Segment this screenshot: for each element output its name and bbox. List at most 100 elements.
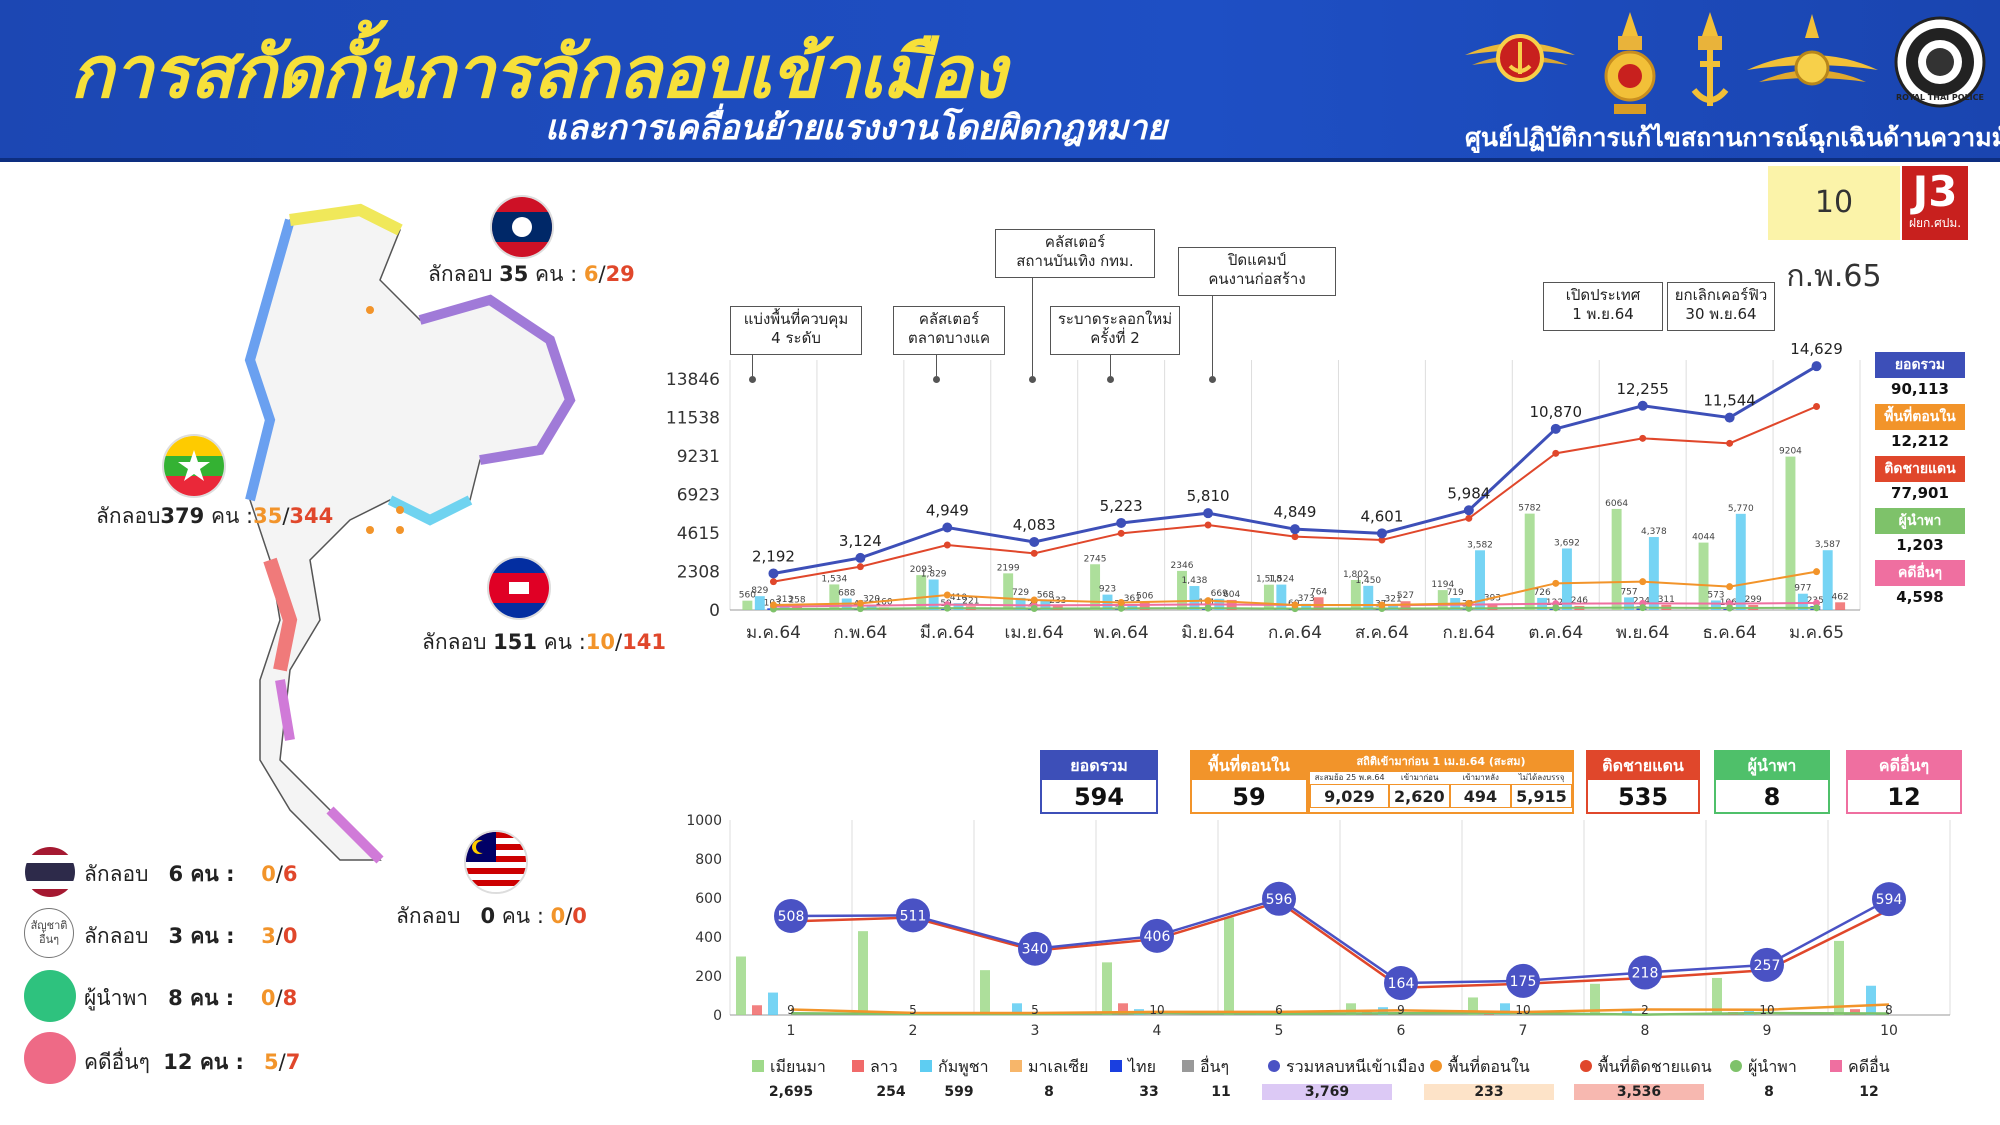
legend-swatch-icon	[920, 1060, 932, 1072]
y-tick-label: 2308	[677, 563, 720, 583]
bar-label: 311	[1658, 595, 1675, 605]
series-point	[1030, 605, 1038, 612]
cambodia-count-label: ลักลอบ 151 คน :10/141	[422, 630, 666, 654]
y-tick-label: 800	[695, 852, 722, 868]
series-point	[1465, 599, 1473, 607]
bar	[754, 596, 765, 610]
stats-col-value: 2,620	[1388, 784, 1450, 808]
series-point	[1116, 517, 1127, 528]
bar	[916, 575, 927, 610]
annotation-box: ยกเลิกเคอร์ฟิว 30 พ.ย.64	[1667, 282, 1775, 331]
x-tick-label: ธ.ค.64	[1703, 623, 1757, 643]
series-point	[856, 599, 864, 607]
total-label: 175	[1510, 974, 1537, 990]
bar	[1698, 542, 1709, 610]
legend-value: 1,203	[1896, 536, 1944, 554]
leader-label: 9	[787, 1003, 795, 1017]
total-label: 4,083	[1013, 516, 1056, 534]
bar	[1487, 603, 1498, 610]
bar	[792, 605, 803, 610]
total-point	[896, 898, 930, 933]
x-tick-label: 8	[1641, 1023, 1650, 1039]
leader-label: 5	[909, 1003, 917, 1017]
annotation-line: 1 พ.ย.64	[1572, 305, 1634, 323]
summary-border-label: ติดชายแดน	[1588, 752, 1698, 780]
annotation-line: แบ่งพื้นที่ควบคุม	[743, 310, 849, 328]
legend-label: ผู้นำพา	[1748, 1057, 1797, 1076]
org-name: ศูนย์ปฏิบัติการแก้ไขสถานการณ์ฉุกเฉินด้าน…	[1465, 123, 2000, 152]
summary-leader-value: 8	[1763, 783, 1781, 811]
series-line	[790, 900, 1890, 989]
x-tick-label: 1	[787, 1023, 796, 1039]
legend-swatch-icon	[1830, 1060, 1842, 1072]
summary-border-value: 535	[1617, 783, 1669, 811]
total-label: 2,192	[752, 547, 795, 565]
j3-badge-sub: ฝยก.ศปม.	[1908, 216, 1962, 230]
total-label: 11,544	[1703, 392, 1756, 410]
j3-badge-main: J3	[1912, 167, 1958, 216]
laos-count-label: ลักลอบ 35 คน : 6/29	[428, 262, 635, 286]
bar	[1224, 917, 1234, 1015]
series-point	[1552, 579, 1560, 587]
annotation-line: เปิดประเทศ	[1565, 286, 1641, 304]
leader-label: 10	[1149, 1003, 1164, 1017]
green-circle-icon	[24, 970, 76, 1022]
j3-badge: J3 ฝยก.ศปม.	[1902, 166, 1968, 240]
bar	[1003, 573, 1014, 610]
y-tick-label: 0	[713, 1008, 722, 1024]
legend-swatch-icon	[1110, 1060, 1122, 1072]
total-label: 594	[1876, 892, 1903, 908]
bar-label: 506	[1136, 592, 1153, 602]
bar	[829, 584, 840, 610]
bar-label: 4044	[1692, 533, 1715, 543]
army-emblem-icon	[1604, 12, 1656, 114]
x-tick-label: มิ.ย.64	[1181, 623, 1235, 643]
malaysia-count-label: ลักลอบ 0 คน : 0/0	[396, 904, 587, 928]
bar-label: 361	[1124, 594, 1141, 604]
summary-inland-value: 59	[1232, 783, 1266, 811]
x-tick-label: ส.ค.64	[1355, 623, 1409, 643]
bar	[1712, 977, 1722, 1015]
bar-label: 3,582	[1467, 540, 1493, 550]
series-point	[1465, 604, 1473, 612]
bar-label: 568	[1037, 591, 1054, 601]
x-tick-label: เม.ย.64	[1005, 623, 1064, 643]
bar	[1735, 513, 1746, 610]
series-point	[1552, 604, 1560, 612]
x-tick-label: ม.ค.64	[746, 623, 801, 643]
annotation-line: สถานบันเทิง กทม.	[1016, 252, 1134, 270]
bar-label: 221	[962, 596, 979, 606]
x-tick-label: มี.ค.64	[920, 623, 975, 643]
total-point	[1262, 881, 1296, 916]
series-point	[856, 605, 864, 613]
bar-label: 527	[1397, 591, 1414, 601]
summary-leader-box: ผู้นำพา 8	[1714, 750, 1830, 814]
x-tick-label: ก.พ.64	[833, 623, 887, 643]
bar	[1276, 584, 1287, 610]
page-subtitle: และการเคลื่อนย้ายแรงงานโดยผิดกฎหมาย	[545, 108, 1167, 148]
page-title: การสกัดกั้นการลักลอบเข้าเมือง	[70, 30, 1006, 114]
bar-label: 1,534	[821, 574, 847, 584]
total-label: 340	[1022, 942, 1049, 958]
legend-swatch-icon	[852, 1060, 864, 1072]
summary-total-value: 594	[1073, 783, 1125, 811]
leader-label: 9	[1397, 1003, 1405, 1017]
series-point	[1376, 528, 1387, 539]
total-label: 5,810	[1187, 487, 1230, 505]
summary-border-box: ติดชายแดน 535	[1586, 750, 1700, 814]
bar	[980, 970, 990, 1015]
annotation-line: ปิดแคมป์	[1227, 251, 1287, 269]
annotation-dot	[1029, 376, 1036, 383]
stats-col-header: ไม่ได้ลงบรรจุ	[1518, 773, 1565, 782]
annotation-line: คนงานก่อสร้าง	[1208, 270, 1306, 288]
series-point	[1203, 508, 1214, 519]
legend-label: มาเลเซีย	[1028, 1057, 1089, 1076]
bar	[1611, 508, 1622, 610]
y-tick-label: 200	[695, 969, 722, 985]
thai-flag-icon	[25, 847, 75, 897]
x-tick-label: ต.ค.64	[1528, 623, 1583, 643]
bar	[1350, 579, 1361, 610]
x-tick-label: 3	[1031, 1023, 1040, 1039]
series-point	[1378, 601, 1386, 609]
x-tick-label: ก.ค.64	[1268, 623, 1322, 643]
